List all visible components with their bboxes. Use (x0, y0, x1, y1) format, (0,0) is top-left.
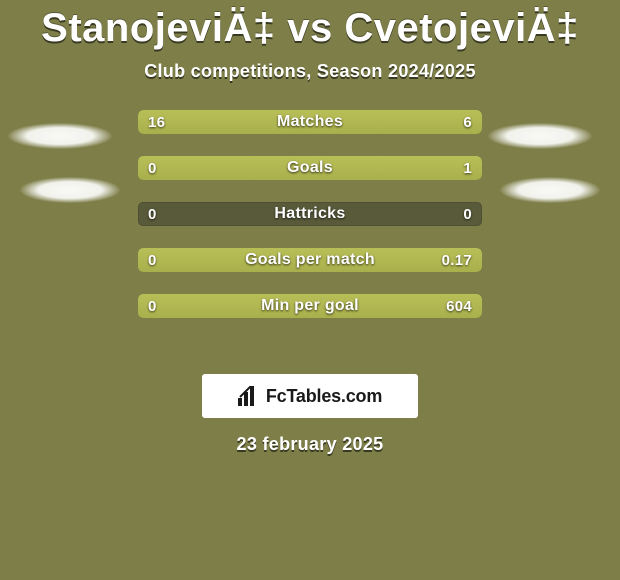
stat-label: Min per goal (138, 294, 482, 318)
footer-date: 23 february 2025 (0, 434, 620, 455)
stat-row: 00Hattricks (138, 202, 482, 226)
comparison-bars: 166Matches 01Goals 00Hattricks 00.17Goals p… (138, 110, 482, 340)
stat-row: 01Goals (138, 156, 482, 180)
player-shadow (488, 123, 592, 149)
stat-row: 0604Min per goal (138, 294, 482, 318)
page-subtitle: Club competitions, Season 2024/2025 (0, 61, 620, 82)
stat-label: Hattricks (138, 202, 482, 226)
page-title: StanojeviÄ‡ vs CvetojeviÄ‡ (0, 0, 620, 51)
chart-bars-icon (238, 386, 260, 406)
player-shadow (20, 177, 120, 203)
stat-label: Goals (138, 156, 482, 180)
stat-row: 00.17Goals per match (138, 248, 482, 272)
player-shadow (500, 177, 600, 203)
player-shadow (8, 123, 112, 149)
stat-label: Matches (138, 110, 482, 134)
stat-row: 166Matches (138, 110, 482, 134)
branding-text: FcTables.com (266, 386, 382, 407)
stat-label: Goals per match (138, 248, 482, 272)
branding-box: FcTables.com (202, 374, 418, 418)
